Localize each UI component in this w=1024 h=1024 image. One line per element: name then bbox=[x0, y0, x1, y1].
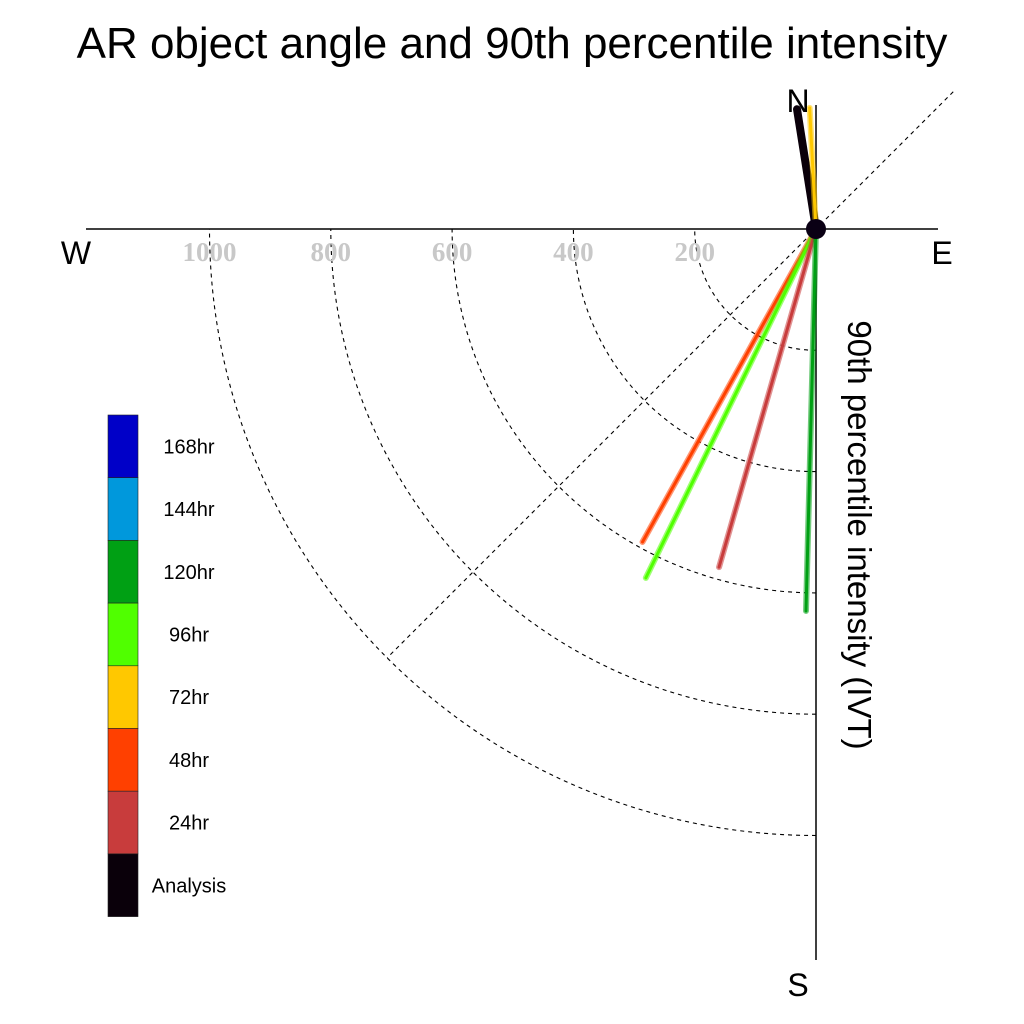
chart-origin-point bbox=[806, 219, 826, 239]
legend-swatch-72hr bbox=[107, 665, 139, 729]
compass-label-south: S bbox=[787, 967, 808, 1003]
radial-tick-labels: 200 400 600 800 1000 bbox=[183, 237, 715, 267]
legend-label-144hr: 144hr bbox=[163, 499, 214, 521]
series-line-72hr bbox=[808, 106, 818, 231]
series-line-24hr bbox=[717, 227, 818, 569]
legend-label-96hr: 96hr bbox=[169, 624, 209, 646]
radial-tick-label-600: 600 bbox=[432, 237, 473, 267]
series-line-96hr bbox=[644, 227, 818, 580]
legend-label-168hr: 168hr bbox=[163, 436, 214, 458]
series-lines bbox=[639, 104, 820, 614]
grid-ring-800 bbox=[330, 228, 817, 715]
legend-label-48hr: 48hr bbox=[169, 750, 209, 772]
grid-ring-1000 bbox=[208, 228, 817, 837]
legend-label-analysis: Analysis bbox=[152, 875, 226, 897]
legend-swatch-168hr bbox=[107, 414, 139, 479]
polar-grid bbox=[208, 91, 954, 837]
legend-label-24hr: 24hr bbox=[169, 813, 209, 835]
radial-tick-label-800: 800 bbox=[311, 237, 352, 267]
legend-swatch-48hr bbox=[107, 728, 139, 792]
series-line-48hr bbox=[641, 227, 818, 544]
radial-tick-label-1000: 1000 bbox=[183, 237, 237, 267]
legend-swatch-144hr bbox=[107, 477, 139, 541]
legend-swatch-120hr bbox=[107, 540, 139, 604]
radial-axis-label: 90th percentile intensity (IVT) bbox=[841, 320, 878, 749]
legend-label-120hr: 120hr bbox=[163, 562, 214, 584]
compass-label-east: E bbox=[931, 235, 952, 271]
legend-swatch-96hr bbox=[107, 602, 139, 667]
compass-label-west: W bbox=[61, 235, 92, 271]
legend-label-72hr: 72hr bbox=[169, 687, 209, 709]
grid-ring-200 bbox=[694, 228, 817, 351]
radial-tick-label-400: 400 bbox=[553, 237, 594, 267]
legend-swatch-analysis bbox=[107, 853, 139, 917]
legend: 168hr 144hr 120hr 96hr 72hr 48hr 24hr Analysis bbox=[107, 414, 226, 917]
chart-title: AR object angle and 90th percentile inte… bbox=[77, 19, 948, 68]
radial-tick-label-200: 200 bbox=[674, 237, 715, 267]
legend-swatch-24hr bbox=[107, 790, 139, 855]
series-line-120hr bbox=[804, 227, 818, 613]
grid-diagonal bbox=[386, 91, 954, 659]
compass-label-north: N bbox=[786, 83, 809, 119]
